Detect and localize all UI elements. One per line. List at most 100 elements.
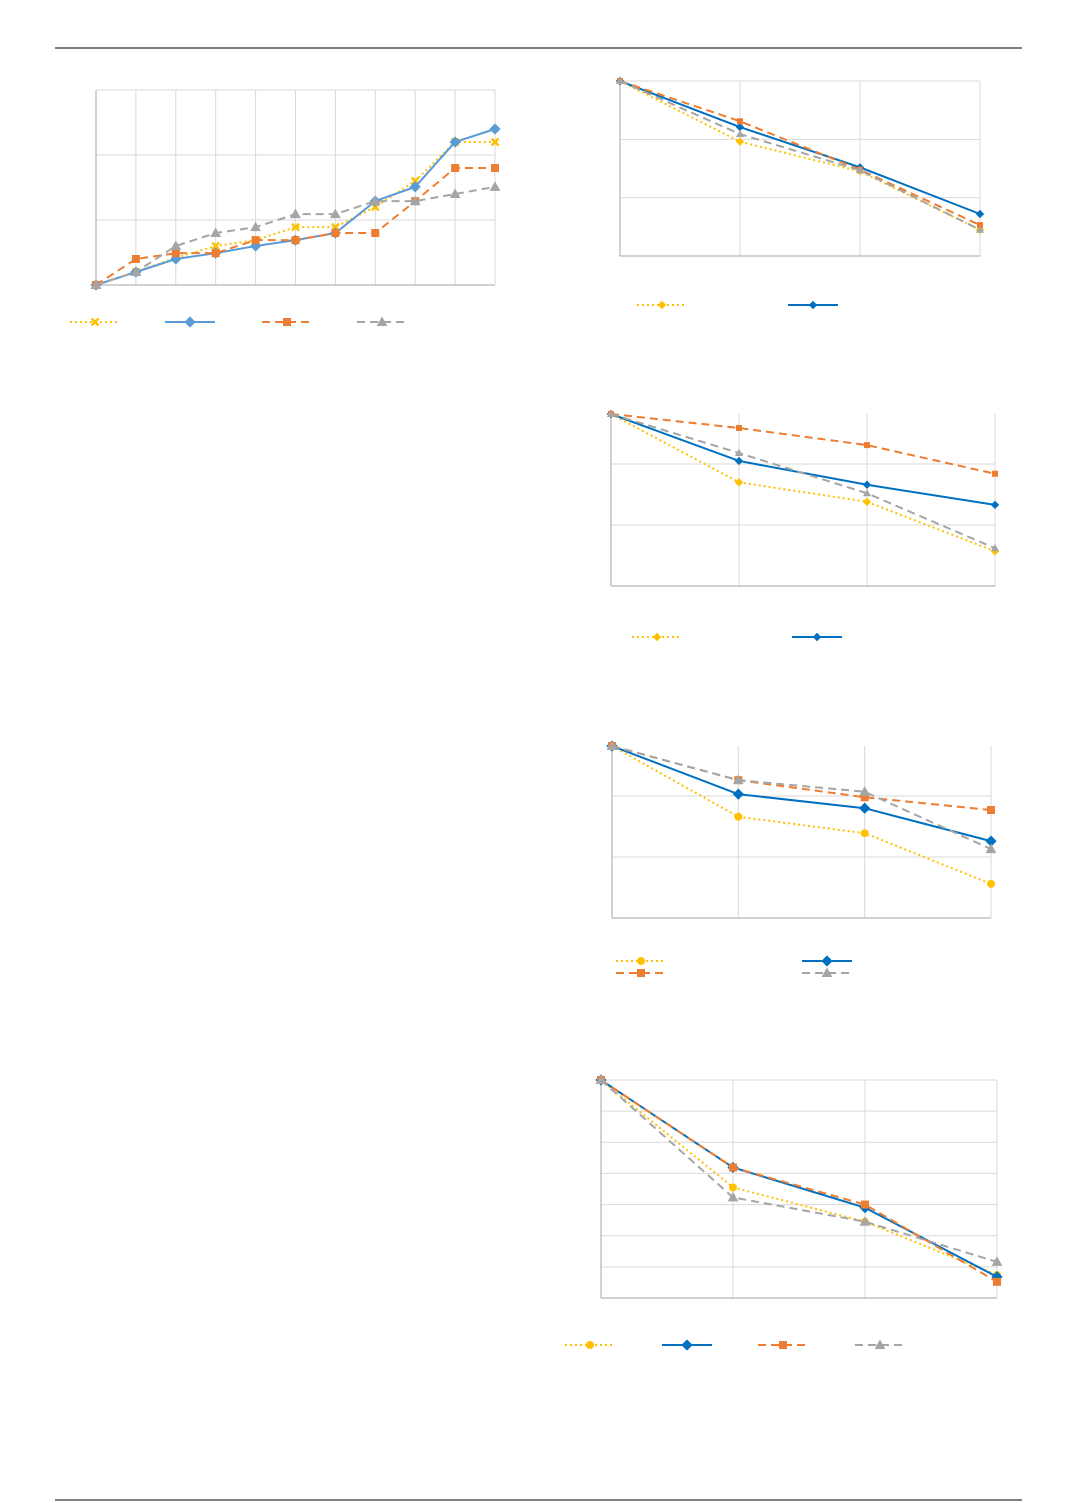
series-line	[611, 745, 992, 885]
marker	[489, 123, 501, 135]
marker	[975, 209, 985, 219]
marker	[859, 802, 871, 814]
marker	[376, 316, 388, 326]
marker	[652, 632, 662, 642]
series-line	[611, 745, 992, 850]
legend-entry	[565, 1341, 615, 1349]
marker	[990, 500, 1000, 510]
marker	[779, 1341, 787, 1349]
marker	[862, 480, 872, 489]
marker	[409, 195, 421, 206]
marker	[735, 129, 745, 138]
marker	[732, 788, 744, 800]
marker	[490, 137, 500, 147]
series-line	[611, 745, 992, 843]
legend-entry	[802, 967, 852, 977]
marker	[729, 1163, 737, 1172]
marker	[734, 456, 744, 466]
legend-entry	[616, 969, 666, 977]
chart	[565, 1074, 1003, 1351]
marker	[409, 181, 421, 193]
legend-entry	[632, 632, 682, 642]
marker	[331, 229, 340, 237]
series-line	[619, 80, 981, 231]
marker	[210, 227, 222, 237]
marker	[90, 317, 100, 327]
marker	[864, 442, 870, 449]
legend-entry	[802, 955, 852, 967]
legend-entry	[262, 318, 312, 326]
chart	[615, 76, 985, 310]
marker	[283, 318, 291, 326]
marker	[808, 300, 818, 310]
marker	[737, 118, 743, 125]
chart	[606, 740, 997, 977]
marker	[992, 470, 998, 477]
marker	[736, 425, 742, 432]
legend-entry	[357, 316, 407, 326]
legend-entry	[788, 300, 838, 310]
marker	[170, 253, 182, 265]
marker	[250, 221, 262, 232]
series-line	[610, 413, 996, 506]
marker	[681, 1339, 693, 1351]
marker	[734, 812, 743, 821]
legend-entry	[165, 316, 215, 328]
marker	[987, 879, 995, 888]
marker	[727, 1191, 739, 1202]
marker	[855, 165, 865, 174]
marker	[859, 786, 871, 796]
legend-entry	[792, 632, 842, 642]
marker	[291, 222, 300, 232]
marker	[131, 255, 140, 263]
chart	[606, 409, 1000, 642]
marker	[987, 806, 995, 815]
marker	[729, 1183, 737, 1192]
marker	[859, 1216, 871, 1226]
marker	[90, 279, 102, 289]
marker	[993, 1277, 1001, 1286]
marker	[990, 543, 1000, 552]
marker	[586, 1341, 594, 1349]
marker	[489, 181, 501, 191]
marker	[369, 195, 381, 206]
marker	[595, 1074, 607, 1084]
marker	[734, 448, 744, 457]
series-line	[600, 1079, 998, 1276]
marker	[821, 955, 833, 967]
marker	[734, 478, 744, 487]
marker	[211, 241, 221, 251]
marker	[732, 774, 744, 785]
marker	[606, 740, 618, 750]
marker	[874, 1339, 886, 1349]
series-line	[600, 1079, 998, 1283]
marker	[985, 843, 997, 854]
marker	[130, 266, 142, 276]
marker	[291, 236, 300, 245]
marker	[171, 249, 180, 258]
series-line	[619, 80, 981, 231]
marker	[862, 489, 872, 497]
marker	[862, 497, 872, 507]
marker	[637, 957, 645, 965]
legend-entry	[70, 317, 120, 327]
marker	[735, 137, 745, 146]
marker	[184, 316, 196, 328]
marker	[329, 208, 341, 219]
legend-entry	[758, 1341, 808, 1349]
legend-entry	[637, 300, 687, 310]
marker	[449, 136, 461, 148]
marker	[251, 236, 260, 245]
marker	[657, 300, 667, 310]
marker	[860, 829, 869, 838]
marker	[606, 409, 616, 417]
legend-entry	[616, 957, 666, 965]
marker	[975, 225, 985, 233]
marker	[170, 240, 182, 250]
marker	[449, 188, 461, 198]
marker	[211, 249, 220, 258]
marker	[821, 967, 833, 977]
series-line	[619, 80, 981, 215]
legend-entry	[662, 1339, 712, 1351]
